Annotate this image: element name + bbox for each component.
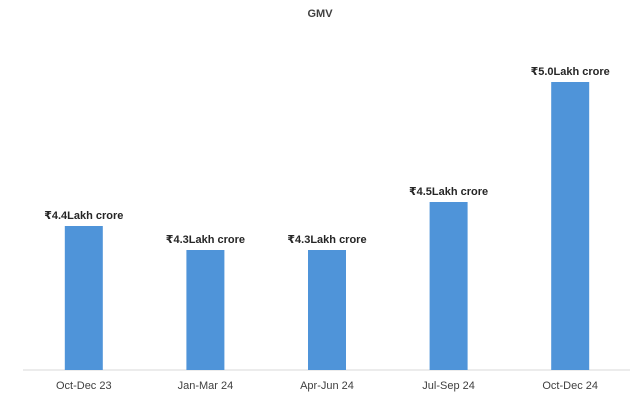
x-tick-label: Apr-Jun 24	[300, 380, 354, 392]
bar	[186, 250, 225, 370]
data-label: ₹4.3Lakh crore	[287, 234, 366, 246]
data-label: ₹4.4Lakh crore	[44, 210, 123, 222]
x-tick-label: Jul-Sep 24	[422, 380, 475, 392]
x-tick-label: Jan-Mar 24	[178, 380, 234, 392]
x-tick-label: Oct-Dec 23	[56, 380, 112, 392]
data-label: ₹5.0Lakh crore	[531, 66, 610, 78]
bar	[64, 226, 103, 370]
chart-title: GMV	[307, 8, 333, 20]
data-label: ₹4.5Lakh crore	[409, 186, 488, 198]
bar	[551, 82, 590, 370]
x-tick-label: Oct-Dec 24	[542, 380, 598, 392]
data-label: ₹4.3Lakh crore	[166, 234, 245, 246]
bar	[308, 250, 346, 370]
bar	[429, 202, 468, 370]
